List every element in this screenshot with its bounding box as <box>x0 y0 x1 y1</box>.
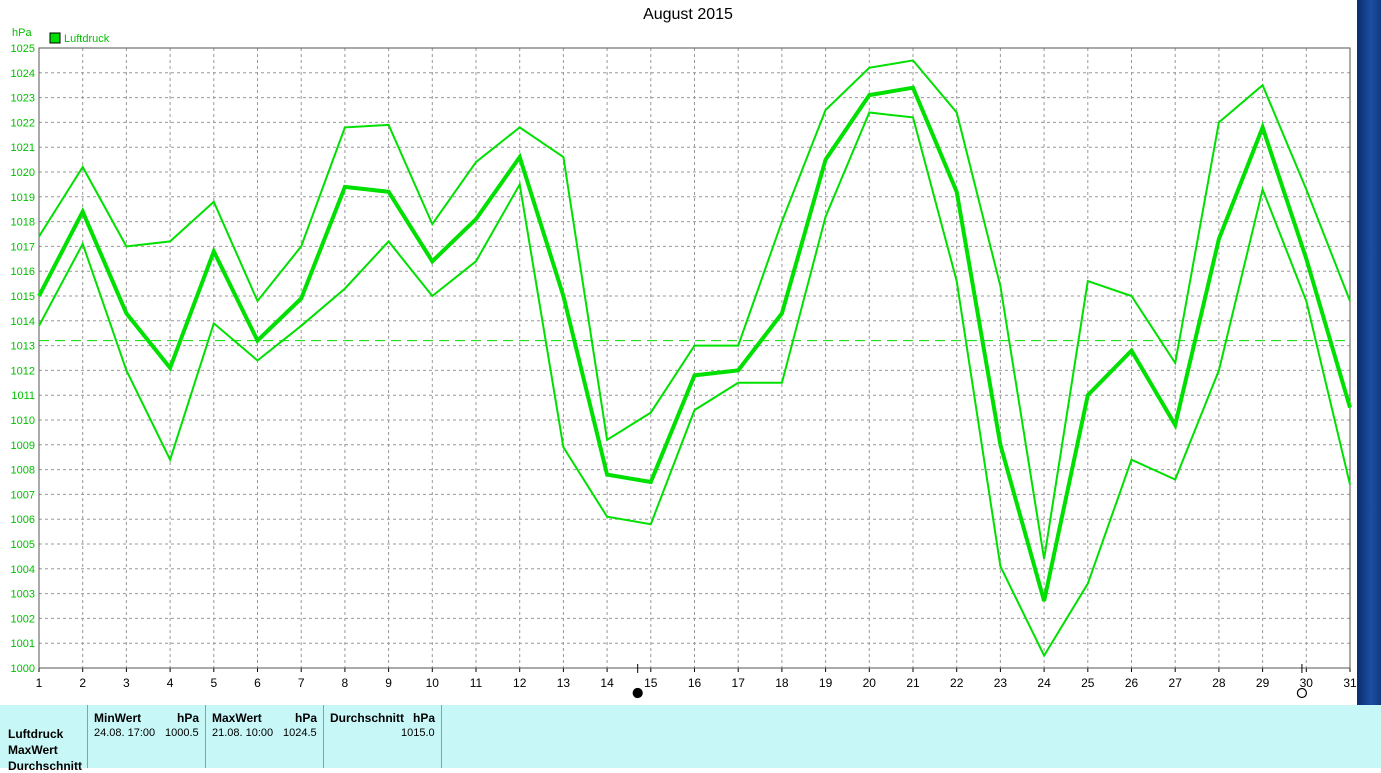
full-moon-icon <box>1296 687 1308 699</box>
statistics-panel: Luftdruck MaxWert Durchschnitt MinWert h… <box>0 705 1381 773</box>
x-tick-label: 27 <box>1169 676 1183 690</box>
x-tick-label: 22 <box>950 676 964 690</box>
grid-layer <box>39 48 1350 668</box>
y-tick-label: 1002 <box>11 613 35 625</box>
y-tick-label: 1009 <box>11 440 35 452</box>
x-tick-label: 19 <box>819 676 833 690</box>
y-tick-label: 1024 <box>11 68 35 80</box>
y-tick-label: 1019 <box>11 192 35 204</box>
column-divider <box>205 705 206 768</box>
x-tick-label: 29 <box>1256 676 1270 690</box>
x-tick-label: 11 <box>470 676 483 690</box>
column-divider <box>87 705 88 768</box>
row-label-luftdruck: Luftdruck <box>8 727 64 741</box>
y-axis-unit-label: hPa <box>12 27 32 39</box>
max-datetime: 21.08. 10:00 <box>212 727 274 739</box>
y-tick-label: 1001 <box>11 638 35 650</box>
y-tick-label: 1014 <box>11 316 35 328</box>
column-divider <box>441 705 442 768</box>
series-layer <box>37 59 1352 658</box>
x-tick-label: 20 <box>863 676 877 690</box>
x-tick-label: 3 <box>123 676 130 690</box>
max-value: 1024.5 <box>283 727 317 739</box>
row-label-maxwert: MaxWert <box>8 743 58 757</box>
series-line-average <box>37 85 1352 602</box>
y-tick-label: 1007 <box>11 489 35 501</box>
min-header: MinWert <box>94 711 142 725</box>
x-tick-label: 17 <box>732 676 746 690</box>
x-tick-label: 7 <box>298 676 305 690</box>
y-tick-label: 1018 <box>11 217 35 229</box>
x-tick-label: 8 <box>342 676 349 690</box>
axis-layer <box>38 47 1351 673</box>
min-datetime: 24.08. 17:00 <box>94 727 156 739</box>
y-tick-label: 1017 <box>11 241 35 253</box>
x-tick-label: 5 <box>210 676 217 690</box>
desktop-edge-strip <box>1357 0 1381 705</box>
label-layer: 1000 1001 1002 1003 1004 1005 1006 1007 1008 1009… <box>11 43 1357 699</box>
y-tick-label: 1020 <box>11 167 35 179</box>
column-divider <box>323 705 324 768</box>
avg-header: Durchschnitt <box>330 711 405 725</box>
y-tick-label: 1013 <box>11 341 35 353</box>
min-unit: hPa <box>177 711 200 725</box>
x-tick-label: 12 <box>513 676 527 690</box>
avg-value: 1015.0 <box>401 727 435 739</box>
x-tick-label: 21 <box>906 676 920 690</box>
x-tick-label: 14 <box>600 676 614 690</box>
x-tick-label: 4 <box>167 676 174 690</box>
x-tick-label: 28 <box>1212 676 1226 690</box>
y-tick-label: 1021 <box>11 142 35 154</box>
x-tick-label: 23 <box>994 676 1008 690</box>
series-line-min <box>38 111 1351 658</box>
series-line-max <box>38 59 1351 560</box>
plot-frame <box>38 47 1351 669</box>
pressure-chart: 1000 1001 1002 1003 1004 1005 1006 1007 1008 1009… <box>11 27 1357 699</box>
x-tick-label: 10 <box>426 676 440 690</box>
avg-unit: hPa <box>413 711 436 725</box>
x-tick-label: 26 <box>1125 676 1139 690</box>
y-tick-label: 1004 <box>11 564 35 576</box>
x-tick-label: 18 <box>775 676 789 690</box>
legend-swatch <box>49 32 61 44</box>
x-tick-label: 31 <box>1343 676 1357 690</box>
chart-title: August 2015 <box>643 6 733 23</box>
x-tick-label: 30 <box>1300 676 1314 690</box>
x-tick-label: 25 <box>1081 676 1095 690</box>
y-tick-label: 1006 <box>11 514 35 526</box>
x-tick-label: 24 <box>1037 676 1051 690</box>
x-tick-label: 16 <box>688 676 702 690</box>
y-tick-label: 1010 <box>11 415 35 427</box>
y-tick-label: 1000 <box>11 663 35 675</box>
x-tick-label: 6 <box>254 676 261 690</box>
x-tick-label: 13 <box>557 676 571 690</box>
y-tick-label: 1023 <box>11 93 35 105</box>
y-tick-label: 1011 <box>11 390 35 402</box>
y-tick-label: 1008 <box>11 465 35 477</box>
x-tick-label: 1 <box>36 676 43 690</box>
x-tick-label: 15 <box>644 676 658 690</box>
max-header: MaxWert <box>212 711 262 725</box>
row-label-durchschnitt: Durchschnitt <box>8 759 83 773</box>
min-value: 1000.5 <box>165 727 199 739</box>
x-tick-label: 2 <box>79 676 86 690</box>
y-tick-label: 1025 <box>11 43 35 55</box>
y-tick-label: 1022 <box>11 117 35 129</box>
y-tick-label: 1003 <box>11 589 35 601</box>
max-unit: hPa <box>295 711 318 725</box>
x-tick-label: 9 <box>385 676 392 690</box>
y-tick-label: 1015 <box>11 291 35 303</box>
legend-label: Luftdruck <box>64 33 110 45</box>
y-tick-label: 1012 <box>11 365 35 377</box>
y-tick-label: 1016 <box>11 266 35 278</box>
y-tick-label: 1005 <box>11 539 35 551</box>
new-moon-icon <box>632 687 643 699</box>
